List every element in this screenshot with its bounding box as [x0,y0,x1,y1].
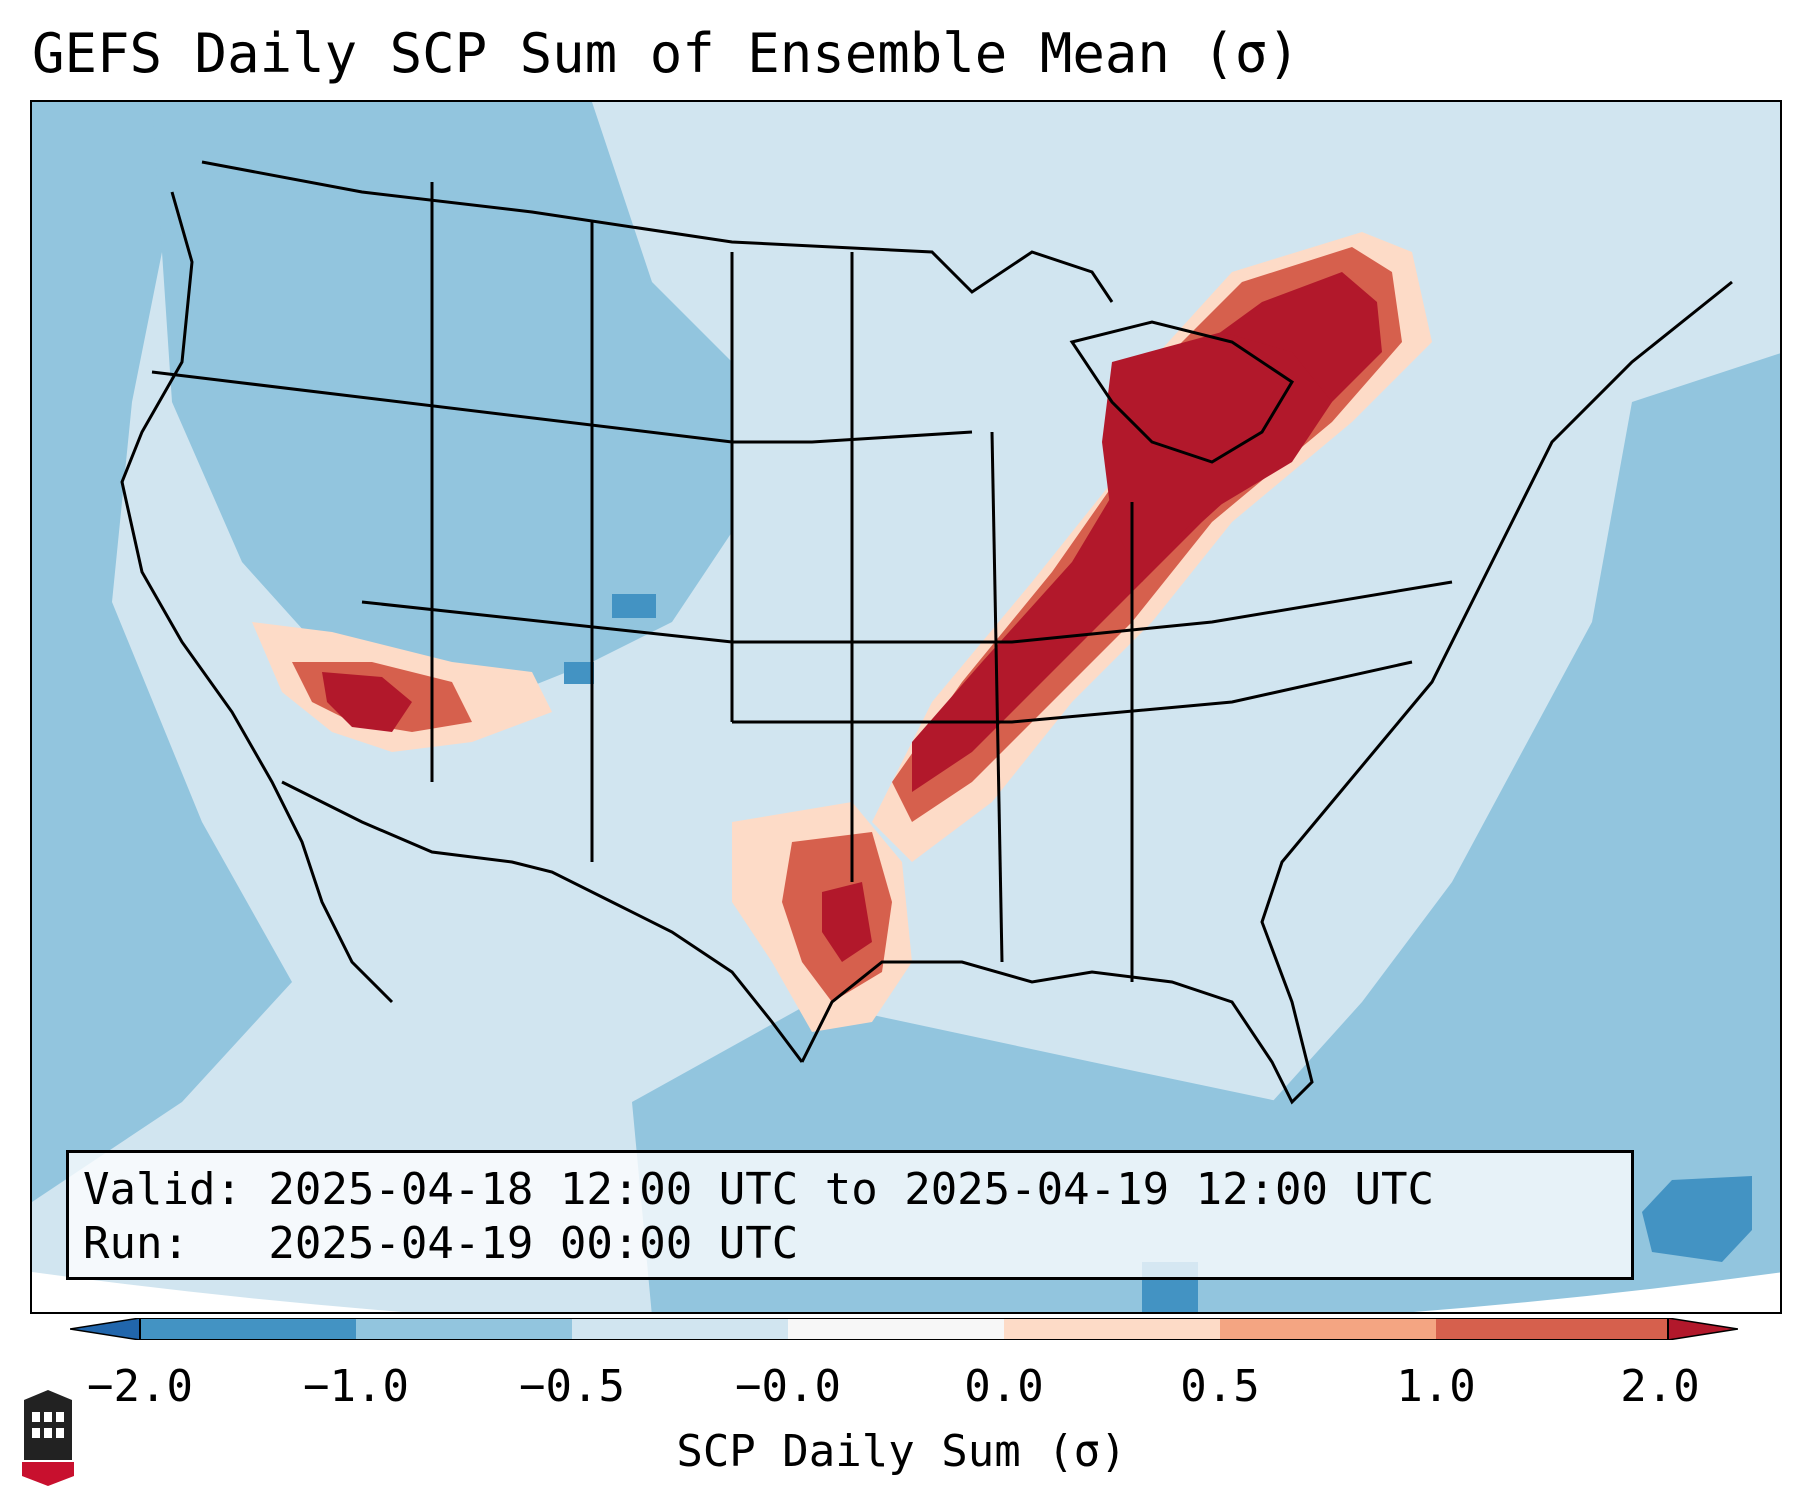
map-edge-arc [32,1272,1780,1312]
colorbar-segment [140,1318,356,1340]
positive-texas-core [822,882,872,962]
map-boundaries [120,160,1733,1105]
niu-logo-icon [22,1390,74,1486]
colorbar-over-triangle [1667,1318,1738,1340]
colorbar-segment [1004,1318,1220,1340]
pacific-region [32,102,292,1202]
run-time-text: Run: 2025-04-19 00:00 UTC [83,1218,799,1269]
colorbar-tick-label: −0.5 [519,1361,625,1412]
state-lines-central [361,580,1453,644]
mexico-border [281,780,804,1063]
map-svg [32,102,1780,1312]
dark-blue-patch [612,594,656,618]
great-lakes-outline [1069,320,1295,464]
colorbar-under-triangle [70,1318,141,1340]
us-canada-border [201,160,1114,303]
colorbar-tick-label: −0.0 [735,1361,841,1412]
colorbar-tick-label: −2.0 [87,1361,193,1412]
colorbar-tick-label: 0.5 [1180,1361,1260,1412]
colorbar-segment [1436,1318,1668,1340]
positive-arizona-core [322,672,412,732]
valid-time-text: Valid: 2025-04-18 12:00 UTC to 2025-04-1… [83,1164,1435,1215]
map-panel [30,100,1782,1314]
colorbar-tick-label: 1.0 [1396,1361,1476,1412]
positive-band-core [1102,332,1332,582]
colorbar-tick-label: −1.0 [303,1361,409,1412]
dark-blue-patch [564,662,594,684]
atlantic-region [912,353,1780,1312]
colorbar-tick-label: 0.0 [964,1361,1044,1412]
colorbar-title: SCP Daily Sum (σ) [676,1426,1127,1477]
colorbar-segment [356,1318,572,1340]
colorbar-outline [139,1318,1669,1340]
colorbar-segment [1220,1318,1436,1340]
valid-time-box: Valid: 2025-04-18 12:00 UTC to 2025-04-1… [66,1150,1634,1280]
colorbar-segment [572,1318,788,1340]
chart-title: GEFS Daily SCP Sum of Ensemble Mean (σ) [32,22,1300,85]
colorbar-tick-label: 2.0 [1620,1361,1700,1412]
state-lines-meridian-5 [990,431,1004,963]
state-lines-north [151,370,973,444]
state-lines-south [732,660,1413,724]
gulf-coast-line [800,280,1733,1105]
dark-blue-patch [1642,1176,1752,1262]
west-coast-line [120,191,394,1004]
colorbar [70,1318,1738,1340]
mountain-west-region [152,102,732,702]
colorbar-segment [788,1318,1004,1340]
